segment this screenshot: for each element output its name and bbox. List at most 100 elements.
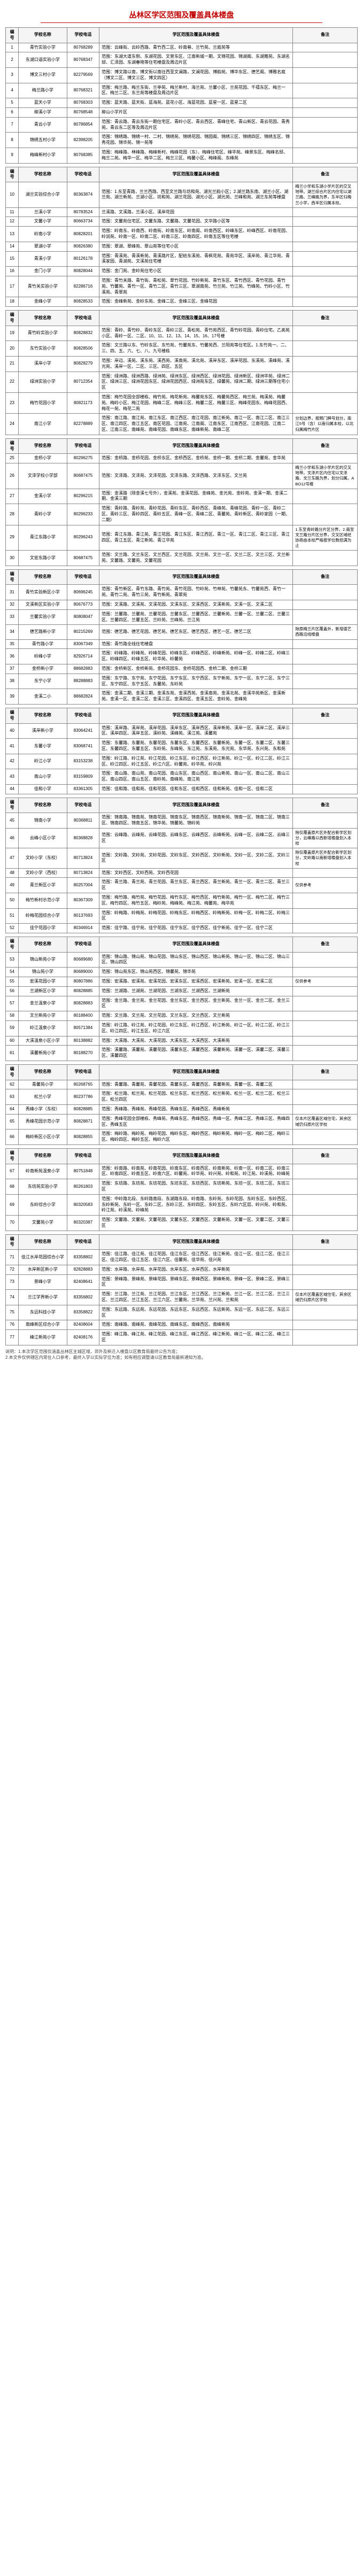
cell-zip: 80828044: [67, 267, 99, 276]
cell-name: 文泽学校小学部: [19, 463, 67, 489]
cell-note: [293, 1194, 358, 1215]
cell-note: [293, 356, 358, 372]
cell-zip: 80808047: [67, 609, 99, 625]
cell-idx: 1: [6, 43, 19, 52]
cell-idx: 77: [6, 1330, 19, 1345]
cell-note: [293, 1216, 358, 1231]
cell-note: [293, 1164, 358, 1179]
cell-zip: 80368828: [67, 828, 99, 848]
cell-desc: 柳山小学片区: [99, 107, 293, 117]
cell-desc: 范围：德艺路、德艺花园、德艺苑、德艺东区、德艺西区、德艺一区、德艺二区: [99, 625, 293, 639]
cell-desc: 范围：蓝天路、蓝天街、蓝海苑、蓝花小区、海蓝花园、蓝星一区、蓝星二区: [99, 98, 293, 108]
cell-desc: 范围：青岭、青竹岭、青岭东区、青岭三区、青松苑、青竹苑西区、青竹岭花园、青岭住宅…: [99, 326, 293, 341]
cell-idx: 10: [6, 182, 19, 208]
cell-desc: 范围：东馨路、东馨苑、东馨花园、东馨东区、东馨西区、东馨新苑、东馨一区、东馨二区…: [99, 739, 293, 754]
cell-name: 东湖口语实验小学: [19, 52, 67, 68]
table-row: 10湖兰实验综合小学80363874范围：1.东至青路，兰兰西路、西至文兰路与坊…: [6, 182, 358, 208]
cell-name: 梅峰新村小学: [19, 148, 67, 163]
cell-desc: 范围：秀峰花园全部楼栋、秀峰苑、秀峰东区、秀峰西区、秀峰一区、秀峰二区、秀峰三区…: [99, 1114, 293, 1130]
cell-name: 青竹岭实验小学: [19, 326, 67, 341]
cell-note: [293, 1305, 358, 1320]
cell-desc: 范围：东湖大道东侧、东湖花园、文景东区、江南新城一期、文锦花园、锦湖阁、东湖雅苑…: [99, 52, 293, 68]
col-header: 学校名称: [19, 1234, 67, 1250]
cell-zip: 88288883: [67, 674, 99, 689]
cell-note: 除仅覆盖原片区外配合新学区划分，文岭路以南新增楼盘划入本校: [293, 848, 358, 868]
table-row: 15青溪小学80126178范围：青溪苑、青溪新苑、青溪路片区，配给东溪苑、青枫…: [6, 251, 358, 267]
col-header: 备注: [293, 167, 358, 182]
col-header: 学校名称: [19, 569, 67, 585]
table-row: 75东远科技小学83358822范围：东远路、东远苑、东远花园、东远东区、东远西…: [6, 1305, 358, 1320]
cell-zip: 80713824: [67, 848, 99, 868]
cell-zip: 82408176: [67, 1330, 99, 1345]
cell-desc: 范围：文兰路以东、竹岭东区、东竹苑、竹馨苑东、竹馨苑西、兰阳苑等住宅区。1.东竹…: [99, 341, 293, 357]
cell-name: 南峰新区综合小学: [19, 1320, 67, 1330]
cell-note: [293, 1274, 358, 1290]
cell-note: [293, 207, 358, 217]
col-header: 编号: [6, 1148, 19, 1164]
cell-desc: 范围：岭梅路、岭梅苑、岭梅花园、岭梅东区、岭梅西区、岭梅新苑、岭梅一区、岭梅二区…: [99, 908, 293, 924]
cell-desc: 范围：金门苑、金岭苑住宅小区: [99, 267, 293, 276]
table-row: 50梅竹新村示范小学80367309范围：梅竹路、梅竹苑、梅竹花园、梅竹东区、梅…: [6, 893, 358, 909]
table-row: 66梅岭新区小区小学80828855范围：梅岭路、梅岭苑、梅岭花园、梅岭东区、梅…: [6, 1130, 358, 1145]
cell-desc: 范围：文兰路、文兰东区、文兰西区、文兰花园、文兰苑、文兰一区、文兰二区、文兰三区…: [99, 551, 293, 566]
cell-desc: 范围：文溪路、文溪苑、文溪花园、文溪东区、文溪西区、文溪新苑、文溪一区、文溪二区: [99, 600, 293, 609]
cell-zip: 80268765: [67, 1080, 99, 1089]
cell-desc: 范围：松兰路、松兰苑、松兰花园、松兰东区、松兰西区、松兰新苑、松兰一区、松兰二区…: [99, 1089, 293, 1105]
cell-zip: 80826380: [67, 242, 99, 251]
cell-desc: 范围：青云路、青云东街一期住宅区、青岭小区、青云西区、青峰住宅、青山新区、青云花…: [99, 117, 293, 133]
cell-name: 秀峰花园示范小学: [19, 1114, 67, 1130]
footnote-2: 2.本文件仅供辖区内常住人口参考，最终入学以实际学位为准；如有相应调整请以区教育…: [5, 1355, 358, 1360]
cell-note: 仅供参考: [293, 977, 358, 986]
cell-name: 湖兰实验综合小学: [19, 182, 67, 208]
cell-desc: 范围：岭江路、岭江苑、岭江花园、岭江东区、岭江西区、岭江新苑、岭江一区、岭江二区…: [99, 1020, 293, 1036]
cell-note: [293, 986, 358, 996]
table-row: 74兰江学界新小学83356802范围：兰江路、兰江苑、兰江花园、兰江东区、兰江…: [6, 1290, 358, 1305]
cell-zip: 80783524: [67, 207, 99, 217]
cell-zip: 83064241: [67, 723, 99, 739]
cell-idx: 50: [6, 893, 19, 909]
cell-zip: 80828533: [67, 297, 99, 307]
table-row: 8锦绣五村小学82398205范围：锦绣路、锦绣一村、二村、锦绣苑、锦绣花园、锦…: [6, 133, 358, 148]
cell-name: 金溪二小: [19, 689, 67, 705]
cell-desc: 范围：青竹新区、青竹东路、青竹苑、青竹花园、竹岭苑、竹林苑、竹馨苑东、竹馨苑西、…: [99, 585, 293, 600]
cell-note: [293, 297, 358, 307]
cell-name: 梅兰路小学: [19, 83, 67, 98]
table-row: 25金桥小学80296275范围：金桥路、金桥花园、金桥东区、金桥西区、金桥苑、…: [6, 454, 358, 463]
table-row: 26文泽学校小学部80687475范围：文泽路、文泽苑、文泽花园、文泽东路、文泽…: [6, 463, 358, 489]
cell-name: 文宏东路小学: [19, 551, 67, 566]
cell-desc: 范围：水岸路、水岸苑、水岸花园、水岸东区、水岸西区、水岸新苑: [99, 1265, 293, 1274]
cell-zip: 80571384: [67, 1020, 99, 1036]
cell-name: 青云小学: [19, 117, 67, 133]
cell-desc: 范围：岭南路、岭南苑、岭南花园、岭南东区、岭南西区、岭南新苑、岭南一区、岭南二区…: [99, 1164, 293, 1179]
cell-note: [293, 1265, 358, 1274]
cell-name: 南山小学: [19, 769, 67, 785]
cell-zip: 80687475: [67, 463, 99, 489]
cell-idx: 65: [6, 1114, 19, 1130]
col-header: 编号: [6, 438, 19, 454]
cell-note: [293, 98, 358, 108]
table-row: 44佳和小学83361305范围：佳和路、佳和苑、佳和花园、佳和东区、佳和西区、…: [6, 784, 358, 794]
table-row: 51岭梅花园综合小学80137693范围：岭梅路、岭梅苑、岭梅花园、岭梅东区、岭…: [6, 908, 358, 924]
cell-note: [293, 1330, 358, 1345]
cell-note: [293, 489, 358, 504]
col-header: 备注: [293, 569, 358, 585]
cell-note: [293, 649, 358, 664]
cell-name: 青竹实验小学: [19, 43, 67, 52]
table-row: 6柳溪小学80768548柳山小学片区: [6, 107, 358, 117]
table-row: 41东馨小学83068741范围：东馨路、东馨苑、东馨花园、东馨东区、东馨西区、…: [6, 739, 358, 754]
table-row: 54锦山苑小学80689000范围：锦山苑东区、锦山苑西区、锦馨苑、锦华苑: [6, 968, 358, 977]
cell-note: [293, 217, 358, 227]
cell-idx: 36: [6, 649, 19, 664]
page-title: 丛林区学区范围及覆盖具体楼盘: [5, 10, 358, 20]
cell-name: 青竹实验新区小学: [19, 585, 67, 600]
col-header: 学校电话: [67, 28, 99, 43]
cell-name: 岭江温泉小学: [19, 1020, 67, 1036]
cell-name: 松兰小学: [19, 1089, 67, 1105]
cell-name: 文岭小学（西校）: [19, 868, 67, 878]
cell-name: 佳和小学: [19, 784, 67, 794]
cell-idx: 66: [6, 1130, 19, 1145]
cell-idx: 68: [6, 1179, 19, 1195]
cell-note: 分划边界，按照门牌号划分，南江5号（含）以南归属本校，以北归属梅竹片区: [293, 414, 358, 435]
cell-name: 青馨苑小学: [19, 1080, 67, 1089]
table-row: 46云峰小区小学80368828范围：云峰路、云峰苑、云峰花园、云峰东区、云峰西…: [6, 828, 358, 848]
